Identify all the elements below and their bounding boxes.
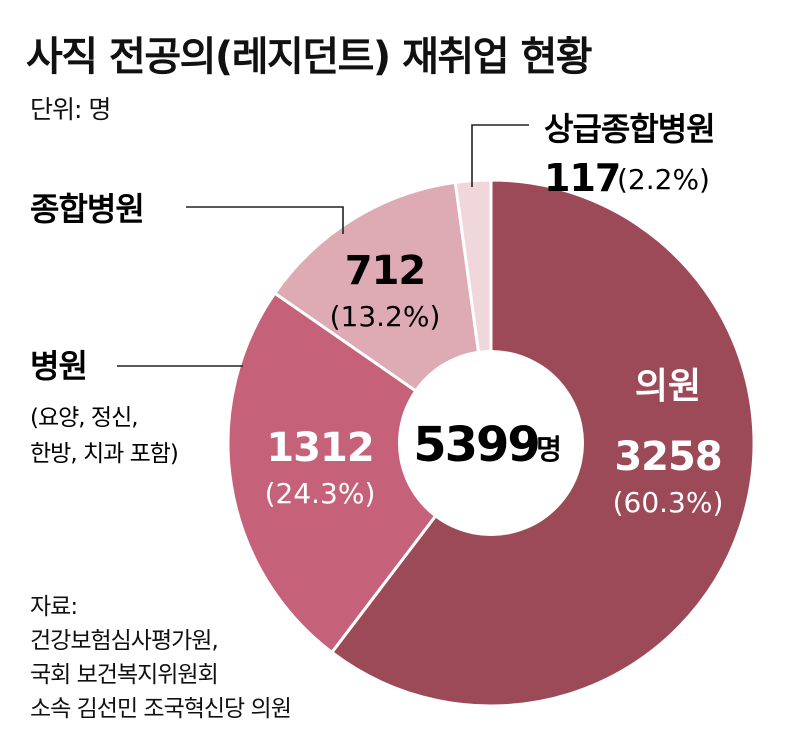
center-total: 5399	[413, 417, 539, 473]
leader-line-tertiary	[471, 124, 529, 187]
slice-percent-hospital: (24.3%)	[265, 477, 376, 510]
source-line: 자료:	[30, 594, 78, 620]
slice-note-hospital-1: (요양, 정신,	[30, 405, 138, 431]
donut-slice-hospital	[226, 291, 494, 655]
slice-value-general: 712	[345, 248, 426, 294]
slice-value-clinic: 3258	[614, 434, 721, 480]
leader-line-general	[186, 206, 344, 234]
slice-label-general: 종합병원	[30, 190, 144, 228]
slice-percent-general: (13.2%)	[330, 300, 441, 333]
slice-value-hospital: 1312	[266, 425, 373, 471]
center-unit: 명	[536, 433, 562, 466]
slice-percent-clinic: (60.3%)	[613, 486, 724, 519]
donut-hole	[398, 350, 584, 536]
source-line: 소속 김선민 조국혁신당 의원	[30, 696, 292, 722]
source-line: 국회 보건복지위원회	[30, 662, 219, 688]
slice-percent-tertiary: (2.2%)	[617, 163, 710, 196]
slice-label-clinic: 의원	[635, 366, 701, 407]
slice-label-tertiary: 상급종합병원	[544, 110, 715, 148]
slice-value-tertiary: 117	[544, 156, 620, 200]
slice-label-hospital: 병원	[30, 347, 87, 385]
unit-label: 단위: 명	[30, 95, 111, 124]
leader-lines	[117, 124, 529, 367]
source-line: 건강보험심사평가원,	[30, 628, 219, 654]
source-note: 자료: 건강보험심사평가원, 국회 보건복지위원회 소속 김선민 조국혁신당 의…	[30, 590, 292, 726]
slice-note-hospital-2: 한방, 치과 포함)	[30, 441, 178, 467]
chart-title: 사직 전공의(레지던트) 재취업 현황	[26, 34, 593, 80]
